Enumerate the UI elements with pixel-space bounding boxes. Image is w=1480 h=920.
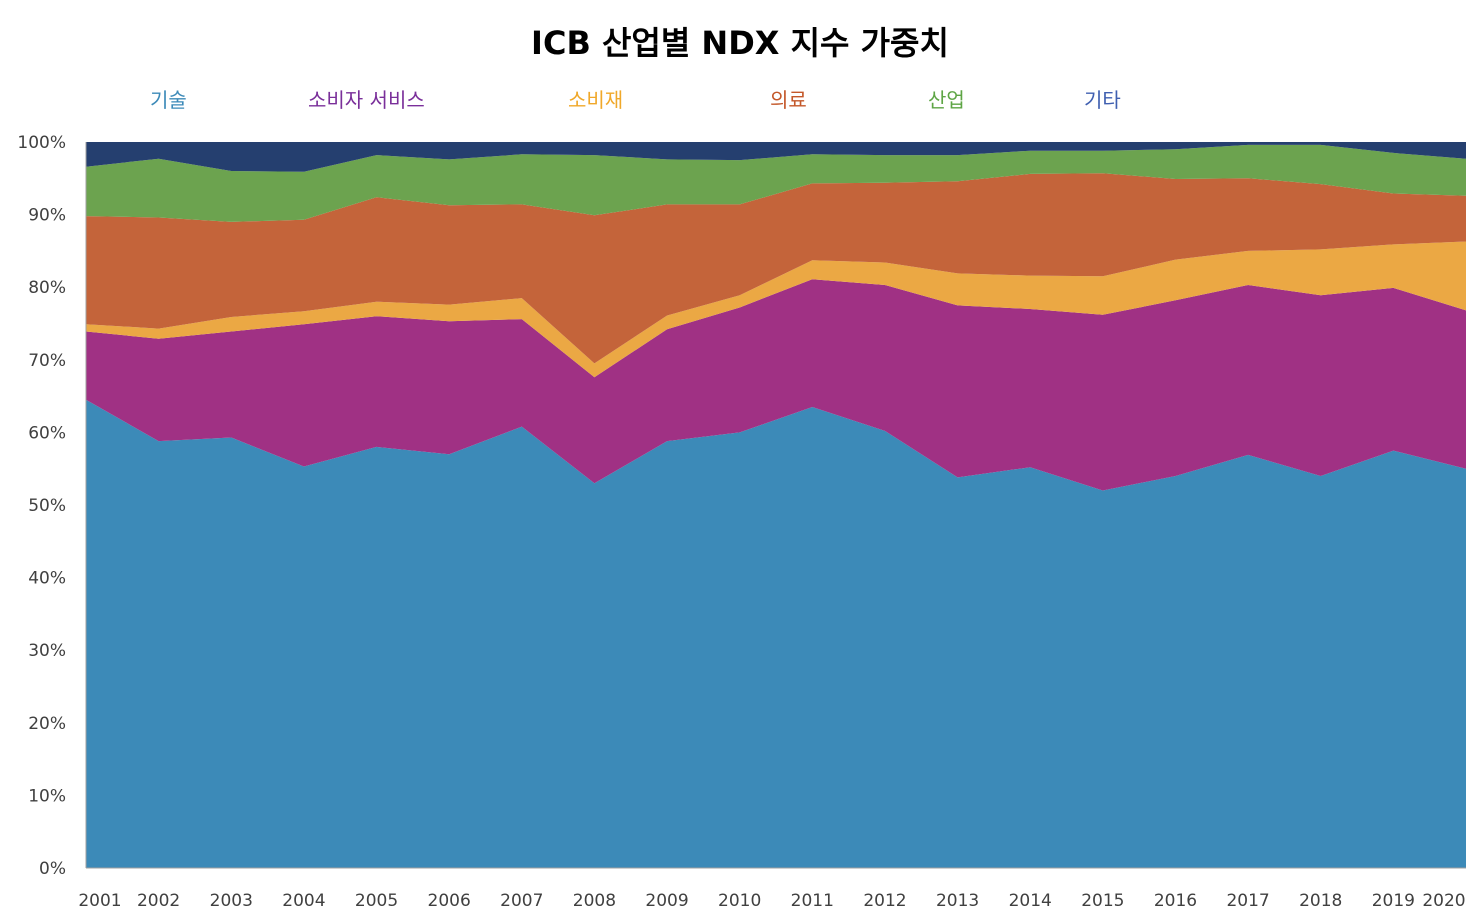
x-tick-label: 2017 xyxy=(1226,891,1269,911)
x-tick-label: 2013 xyxy=(936,891,979,911)
y-tick-label: 0% xyxy=(39,859,66,879)
x-tick-label: 2007 xyxy=(500,891,543,911)
y-tick-label: 10% xyxy=(28,786,66,806)
area-series-0 xyxy=(86,399,1466,868)
x-tick-label: 2015 xyxy=(1081,891,1124,911)
y-tick-label: 80% xyxy=(28,278,66,298)
area-series-1 xyxy=(86,279,1466,491)
y-tick-label: 30% xyxy=(28,641,66,661)
area-series-2 xyxy=(86,241,1466,378)
y-tick-label: 50% xyxy=(28,496,66,516)
x-tick-label: 2009 xyxy=(645,891,688,911)
y-tick-label: 70% xyxy=(28,351,66,371)
x-tick-label: 2014 xyxy=(1009,891,1052,911)
y-tick-label: 20% xyxy=(28,714,66,734)
legend-item-healthcare: 의료 xyxy=(770,88,807,112)
x-tick-label: 2003 xyxy=(210,891,253,911)
legend-item-industrials: 산업 xyxy=(928,88,965,112)
legend-item-tech: 기술 xyxy=(150,88,187,112)
x-tick-label: 2004 xyxy=(282,891,325,911)
x-tick-label: 2011 xyxy=(791,891,834,911)
y-tick-label: 40% xyxy=(28,569,66,589)
x-tick-label: 2001 xyxy=(78,891,121,911)
y-tick-label: 90% xyxy=(28,206,66,226)
x-tick-label: 2016 xyxy=(1154,891,1197,911)
legend-item-consumer-services: 소비자 서비스 xyxy=(308,88,425,112)
x-tick-label: 2012 xyxy=(863,891,906,911)
x-tick-label: 2008 xyxy=(573,891,616,911)
legend-item-other: 기타 xyxy=(1084,88,1121,112)
x-tick-label: 2002 xyxy=(137,891,180,911)
x-tick-label: 2010 xyxy=(718,891,761,911)
x-tick-label: 2019 xyxy=(1372,891,1415,911)
area-series-4 xyxy=(86,144,1466,222)
y-tick-label: 60% xyxy=(28,423,66,443)
x-tick-label: 2020 xyxy=(1422,891,1465,911)
x-tick-label: 2005 xyxy=(355,891,398,911)
area-series-5 xyxy=(86,142,1466,172)
x-tick-label: 2006 xyxy=(428,891,471,911)
area-series-3 xyxy=(86,173,1466,364)
x-tick-label: 2018 xyxy=(1299,891,1342,911)
y-tick-label: 100% xyxy=(17,133,66,153)
chart-title: ICB 산업별 NDX 지수 가중치 xyxy=(531,24,949,62)
legend-item-consumer-goods: 소비재 xyxy=(568,88,624,112)
